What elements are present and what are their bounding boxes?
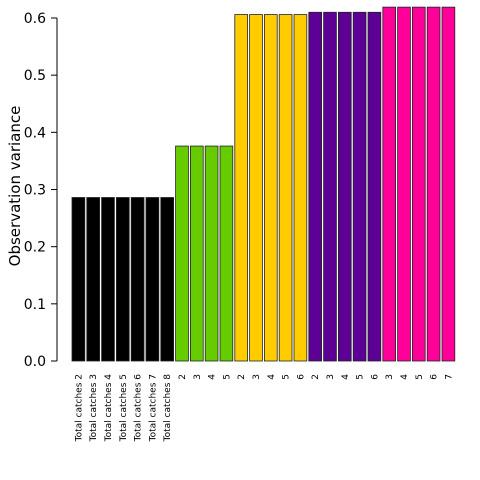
x-tick-label: 3 <box>252 374 262 380</box>
bar <box>71 197 86 362</box>
bar <box>189 145 204 362</box>
x-tick-label: 2 <box>311 374 321 380</box>
bar <box>382 6 396 362</box>
x-tick-label: 2 <box>178 374 188 380</box>
y-tick-label: 0.3 <box>24 183 46 199</box>
y-tick-label: 0.1 <box>24 297 46 313</box>
bar <box>160 197 175 362</box>
bar <box>234 14 249 362</box>
x-tick-label: 3 <box>385 374 395 380</box>
bar <box>86 197 101 362</box>
x-tick-label: 6 <box>370 374 380 380</box>
bar <box>116 197 130 362</box>
x-tick-label: 5 <box>282 374 292 380</box>
x-tick-label: 3 <box>326 374 336 380</box>
y-tick-label: 0.4 <box>24 125 46 141</box>
y-axis-title: Observation variance <box>6 106 24 267</box>
bar <box>204 145 219 362</box>
x-tick-label: 4 <box>267 374 277 380</box>
x-tick-label: 4 <box>400 374 410 380</box>
bar <box>130 197 145 362</box>
x-tick-label: Total catches 5 <box>119 374 129 442</box>
bar <box>145 197 160 362</box>
bar <box>308 11 322 362</box>
x-tick-label: Total catches 4 <box>104 374 114 443</box>
x-tick-label: 5 <box>222 374 232 380</box>
x-tick-label: Total catches 3 <box>89 374 99 442</box>
bar <box>175 145 189 362</box>
x-tick-label: Total catches 6 <box>134 374 144 443</box>
bar <box>411 6 426 362</box>
x-tick-labels: Total catches 2 Total catches 3 Total catc… <box>74 374 454 443</box>
x-tick-label: 5 <box>356 374 366 380</box>
bar <box>397 6 411 362</box>
y-tick-label: 0.2 <box>24 240 46 256</box>
x-tick-label: 4 <box>208 374 218 380</box>
x-tick-label: 7 <box>444 374 454 380</box>
x-tick-label: Total catches 2 <box>74 374 84 442</box>
x-tick-label: 6 <box>430 374 440 380</box>
x-tick-label: 4 <box>341 374 351 380</box>
x-tick-label: 2 <box>237 374 247 380</box>
bar <box>293 14 308 362</box>
y-tick-label: 0.5 <box>24 68 46 84</box>
bar <box>249 14 263 362</box>
bar <box>219 145 234 362</box>
bar <box>323 11 337 362</box>
bar <box>352 11 367 362</box>
bar <box>426 6 441 362</box>
bar <box>367 11 382 362</box>
bars <box>71 6 456 362</box>
x-tick-label: Total catches 8 <box>163 374 173 443</box>
bar <box>263 14 278 362</box>
bar <box>101 197 115 362</box>
y-tick-label: 0.6 <box>24 11 46 27</box>
bar <box>441 6 456 362</box>
x-tick-label: 3 <box>193 374 203 380</box>
x-tick-label: Total catches 7 <box>148 374 158 442</box>
x-tick-label: 5 <box>415 374 425 380</box>
bar <box>278 14 293 362</box>
x-tick-label: 6 <box>296 374 306 380</box>
bar <box>337 11 352 362</box>
y-axis: 0.0 0.1 0.2 0.3 0.4 0.5 0.6 <box>24 11 58 370</box>
y-tick-label: 0.0 <box>24 354 46 370</box>
